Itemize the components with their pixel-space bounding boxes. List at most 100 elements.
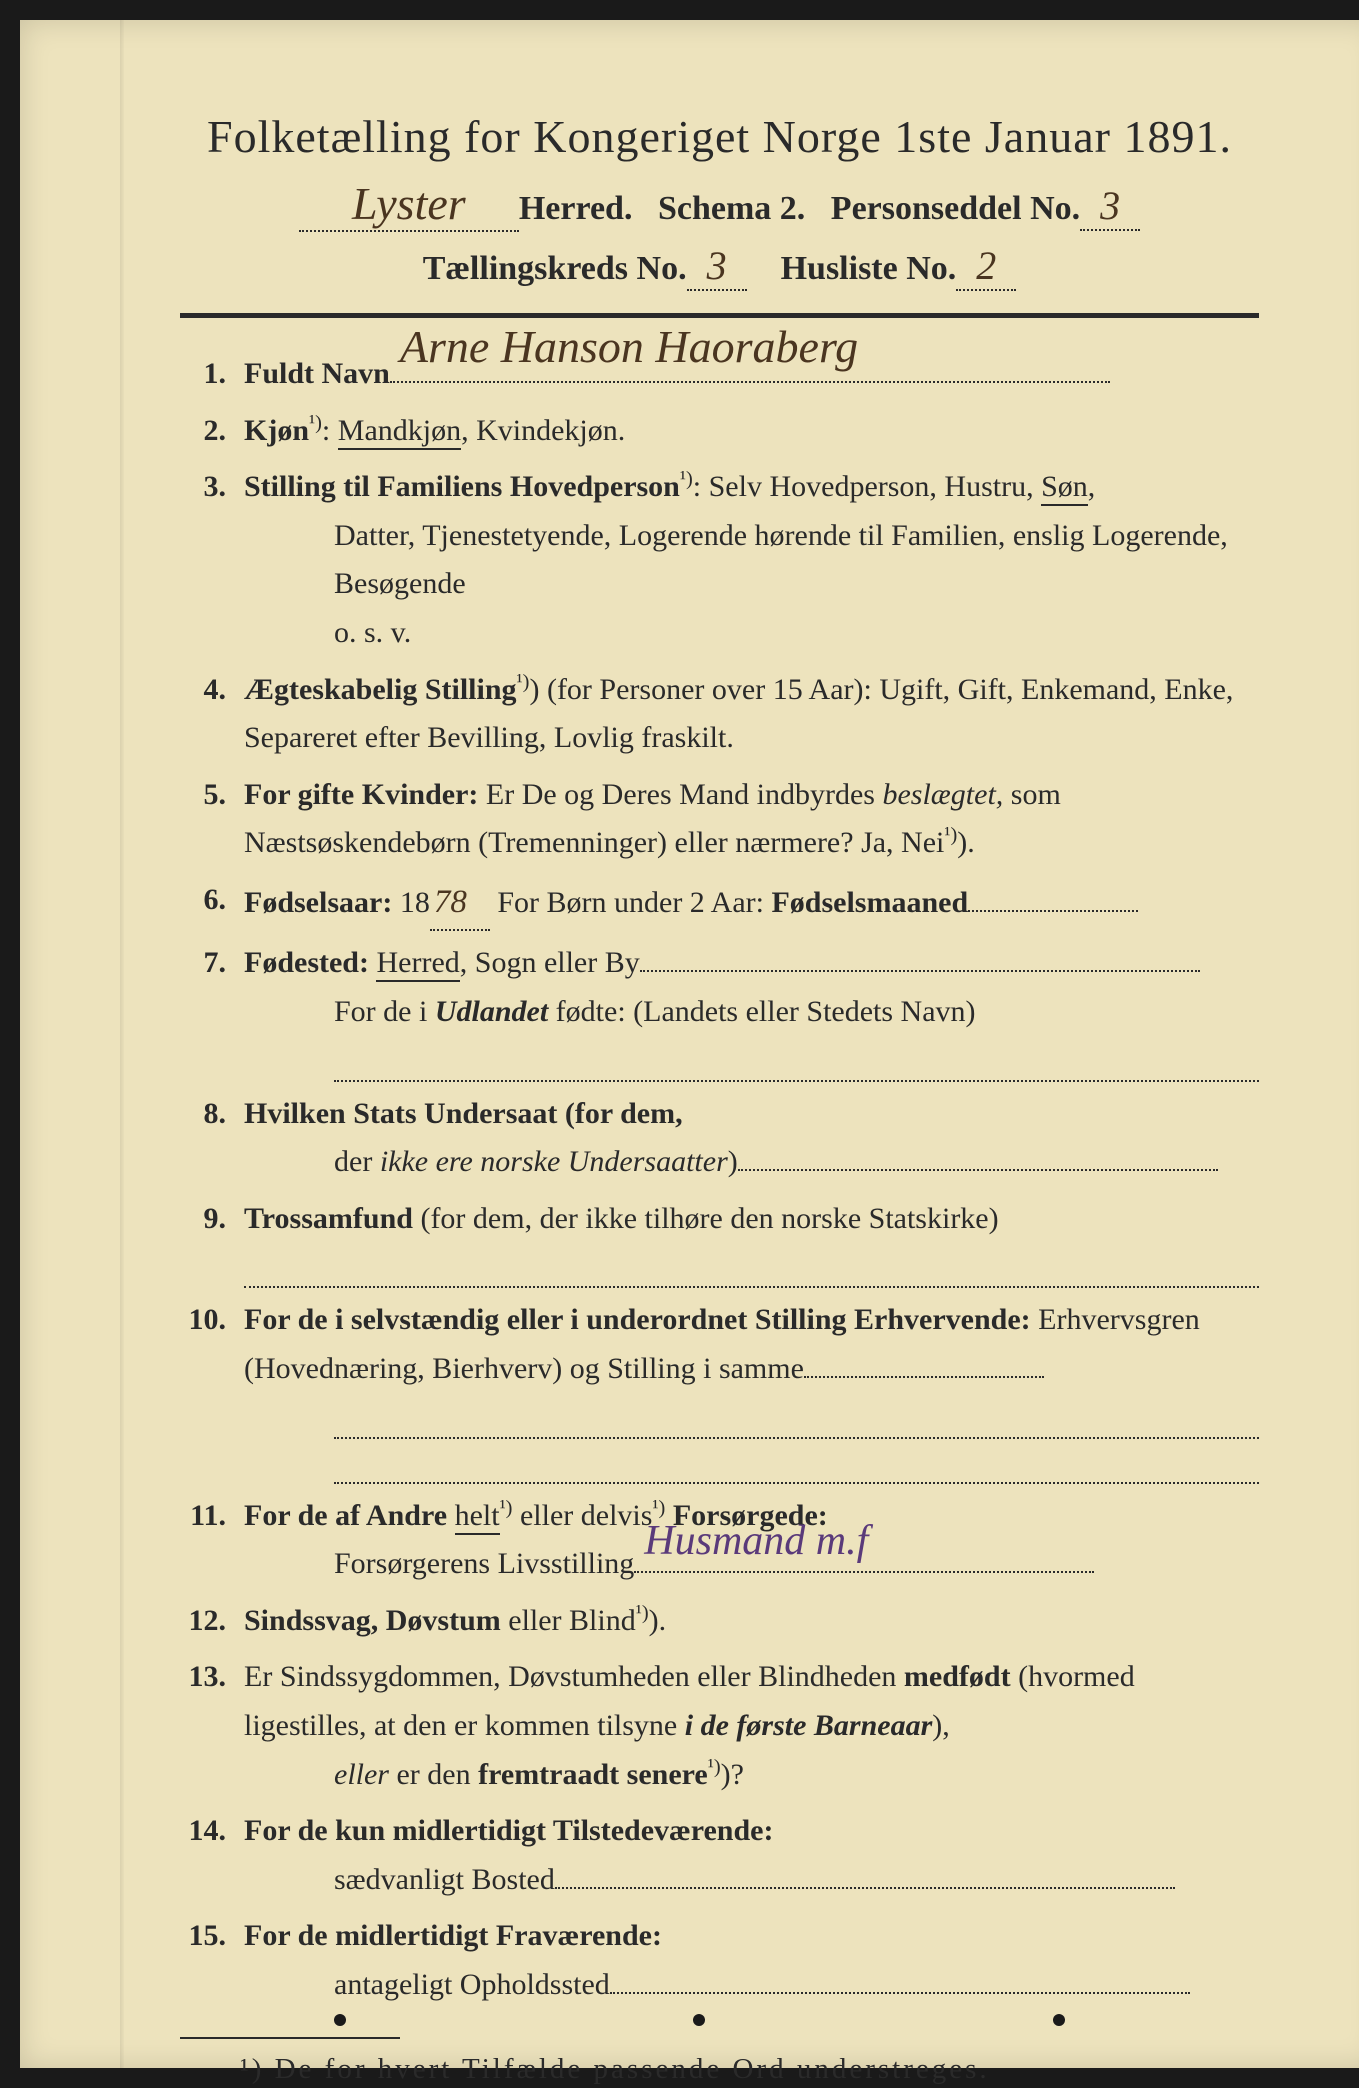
subheader-line-2: Tællingskreds No. 3 Husliste No.2 (180, 242, 1259, 291)
item-7: 7. Fødested: Herred, Sogn eller By For d… (180, 939, 1259, 1081)
herred-handwritten: Lyster (352, 177, 466, 230)
item-8-dotline (738, 1169, 1218, 1171)
item-13-text-a: Er Sindssygdommen, Døvstumheden eller Bl… (244, 1660, 904, 1693)
item-9-dotline (244, 1243, 1259, 1288)
sup-11a: ¹) (500, 1497, 513, 1519)
item-7-underlined: Herred (376, 946, 459, 982)
personseddel-no-hw: 3 (1100, 182, 1120, 229)
item-3-label: Stilling til Familiens Hovedperson (244, 470, 680, 503)
hole-center (693, 2014, 705, 2026)
item-13-num: 13. (180, 1653, 244, 1799)
item-9-text: (for dem, der ikke tilhøre den norske St… (413, 1202, 999, 1235)
item-13-medfodt: medfødt (904, 1660, 1011, 1693)
item-12-content: Sindssvag, Døvstum eller Blind¹)). (244, 1597, 1259, 1646)
item-12-label: Sindssvag, Døvstum (244, 1604, 501, 1637)
item-14-num: 14. (180, 1807, 244, 1904)
item-3-line3: o. s. v. (244, 609, 1259, 658)
item-1-label: Fuldt Navn (244, 357, 390, 390)
sup-2: ¹) (309, 412, 322, 434)
item-12: 12. Sindssvag, Døvstum eller Blind¹)). (180, 1597, 1259, 1646)
name-field: Arne Hanson Haoraberg (390, 381, 1110, 383)
item-11-content: For de af Andre helt¹) eller delvis¹) Fo… (244, 1492, 1259, 1589)
birthyear-hw: 78 (434, 876, 467, 929)
item-8-text-a: der (334, 1145, 380, 1178)
birthmonth-field (968, 910, 1138, 912)
item-9: 9. Trossamfund (for dem, der ikke tilhør… (180, 1195, 1259, 1289)
binding-holes (20, 2014, 1359, 2026)
taellingskreds-label: Tællingskreds No. (423, 250, 687, 287)
sup-4: ¹) (517, 671, 530, 693)
item-15-num: 15. (180, 1912, 244, 2009)
item-3-num: 3. (180, 463, 244, 657)
item-3: 3. Stilling til Familiens Hovedperson¹):… (180, 463, 1259, 657)
item-15-line2: antageligt Opholdssted (244, 1961, 1259, 2010)
item-4: 4. Ægteskabelig Stilling¹)) (for Persone… (180, 666, 1259, 763)
footnote-text: De for hvert Tilfælde passende Ord under… (275, 2053, 990, 2085)
item-3-text-a: Selv Hovedperson, Hustru, (709, 470, 1041, 503)
item-15-text: antageligt Opholdssted (334, 1968, 610, 2001)
item-14-line2: sædvanligt Bosted (244, 1856, 1259, 1905)
item-2-underlined: Mandkjøn (338, 414, 461, 450)
schema-label: Schema 2. (658, 190, 805, 227)
item-2-label: Kjøn (244, 414, 309, 447)
birthplace-field (640, 970, 1200, 972)
item-4-content: Ægteskabelig Stilling¹)) (for Personer o… (244, 666, 1259, 763)
item-14-label: For de kun midlertidigt Tilstedeværende: (244, 1814, 773, 1847)
item-10-dotline-c (334, 1439, 1259, 1484)
item-9-num: 9. (180, 1195, 244, 1289)
sup-5: ¹) (944, 824, 957, 846)
item-8-content: Hvilken Stats Undersaat (for dem, der ik… (244, 1090, 1259, 1187)
taellingskreds-no-hw: 3 (707, 242, 727, 289)
item-6-text-a: 18 (392, 886, 430, 919)
item-9-label: Trossamfund (244, 1202, 413, 1235)
item-12-num: 12. (180, 1597, 244, 1646)
hole-left (334, 2014, 346, 2026)
item-7-num: 7. (180, 939, 244, 1081)
item-5-ital: beslægtet, (882, 778, 1003, 811)
item-1: 1. Fuldt NavnArne Hanson Haoraberg (180, 350, 1259, 399)
footnote: ¹) De for hvert Tilfælde passende Ord un… (180, 2053, 1259, 2086)
item-7-text-b: For de i (334, 995, 435, 1028)
item-10-dotline-a (804, 1376, 1044, 1378)
item-4-num: 4. (180, 666, 244, 763)
form-header: Folketælling for Kongeriget Norge 1ste J… (180, 110, 1259, 291)
item-7-dotline (334, 1037, 1259, 1082)
subheader-line-1: LysterHerred. Schema 2. Personseddel No.… (180, 177, 1259, 232)
item-1-num: 1. (180, 350, 244, 399)
item-8-label: Hvilken Stats Undersaat (for dem, (244, 1097, 683, 1130)
item-6: 6. Fødselsaar: 1878 For Børn under 2 Aar… (180, 876, 1259, 931)
item-8: 8. Hvilken Stats Undersaat (for dem, der… (180, 1090, 1259, 1187)
name-handwritten: Arne Hanson Haoraberg (400, 310, 858, 385)
footnote-marker: ¹) (240, 2053, 264, 2085)
husliste-label: Husliste No. (781, 250, 957, 287)
item-3-underlined: Søn (1041, 470, 1088, 506)
item-6-label: Fødselsaar: (244, 886, 392, 919)
item-14-dotline (555, 1887, 1175, 1889)
husliste-no-field: 2 (956, 242, 1016, 291)
item-13-content: Er Sindssygdommen, Døvstumheden eller Bl… (244, 1653, 1259, 1799)
item-10-dotline-b (334, 1394, 1259, 1439)
birthyear-field: 78 (430, 876, 490, 931)
item-11-label-b: eller delvis (512, 1499, 652, 1532)
taellingskreds-no-field: 3 (687, 242, 747, 291)
item-7-line2: For de i Udlandet fødte: (Landets eller … (244, 988, 1259, 1037)
item-14-content: For de kun midlertidigt Tilstedeværende:… (244, 1807, 1259, 1904)
sup-3: ¹) (680, 468, 693, 490)
item-10-content: For de i selvstændig eller i underordnet… (244, 1296, 1259, 1483)
census-form-page: Folketælling for Kongeriget Norge 1ste J… (20, 20, 1359, 2068)
sup-12: ¹) (636, 1602, 649, 1624)
item-7-label: Fødested: (244, 946, 369, 979)
item-10-num: 10. (180, 1296, 244, 1483)
item-15-dotline (610, 1992, 1190, 1994)
item-9-content: Trossamfund (for dem, der ikke tilhøre d… (244, 1195, 1259, 1289)
item-5: 5. For gifte Kvinder: Er De og Deres Man… (180, 771, 1259, 868)
item-14-text: sædvanligt Bosted (334, 1863, 555, 1896)
item-5-content: For gifte Kvinder: Er De og Deres Mand i… (244, 771, 1259, 868)
item-12-text: eller Blind (501, 1604, 636, 1637)
item-10: 10. For de i selvstændig eller i underor… (180, 1296, 1259, 1483)
item-11-label-a: For de af Andre (244, 1499, 455, 1532)
item-7-content: Fødested: Herred, Sogn eller By For de i… (244, 939, 1259, 1081)
item-2: 2. Kjøn¹): Mandkjøn, Kvindekjøn. (180, 407, 1259, 456)
item-2-content: Kjøn¹): Mandkjøn, Kvindekjøn. (244, 407, 1259, 456)
item-1-content: Fuldt NavnArne Hanson Haoraberg (244, 350, 1259, 399)
